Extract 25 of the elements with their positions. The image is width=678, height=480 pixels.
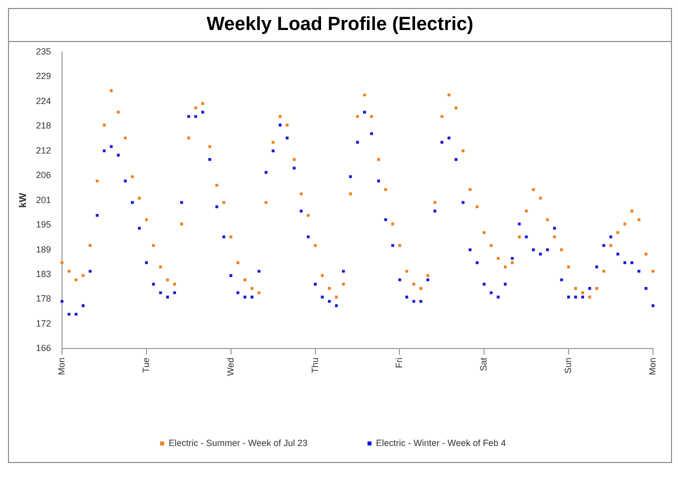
y-tick-label: 229 bbox=[36, 71, 52, 82]
x-tick-label: Thu bbox=[310, 358, 320, 374]
x-tick-label: Sat bbox=[478, 357, 489, 372]
y-tick-label: 218 bbox=[36, 120, 52, 131]
x-tick-label: Sun bbox=[563, 358, 574, 374]
x-tick-label: Mon bbox=[647, 358, 658, 376]
y-tick-label: 235 bbox=[36, 46, 52, 56]
x-tick-label: Mon bbox=[56, 358, 66, 376]
x-tick-label: Tue bbox=[140, 358, 151, 373]
legend-label: Electric - Summer - Week of Jul 23 bbox=[168, 438, 308, 448]
y-tick-label: 212 bbox=[36, 145, 52, 156]
legend-label: Electric - Winter - Week of Feb 4 bbox=[376, 438, 506, 448]
y-tick-label: 206 bbox=[36, 170, 52, 180]
y-tick-label: 183 bbox=[36, 268, 52, 279]
y-tick-label: 195 bbox=[36, 220, 52, 230]
y-tick-label: 201 bbox=[36, 194, 52, 205]
y-tick-label: 178 bbox=[36, 294, 52, 304]
y-axis-title: kW bbox=[18, 192, 29, 208]
chart-title: Weekly Load Profile (Electric) bbox=[9, 9, 671, 42]
x-tick-label: Fri bbox=[394, 358, 404, 368]
y-tick-label: 166 bbox=[36, 343, 52, 354]
y-tick-label: 172 bbox=[36, 318, 52, 328]
x-tick-label: Wed bbox=[225, 358, 236, 376]
y-tick-label: 224 bbox=[36, 96, 52, 106]
y-tick-label: 189 bbox=[36, 244, 52, 254]
